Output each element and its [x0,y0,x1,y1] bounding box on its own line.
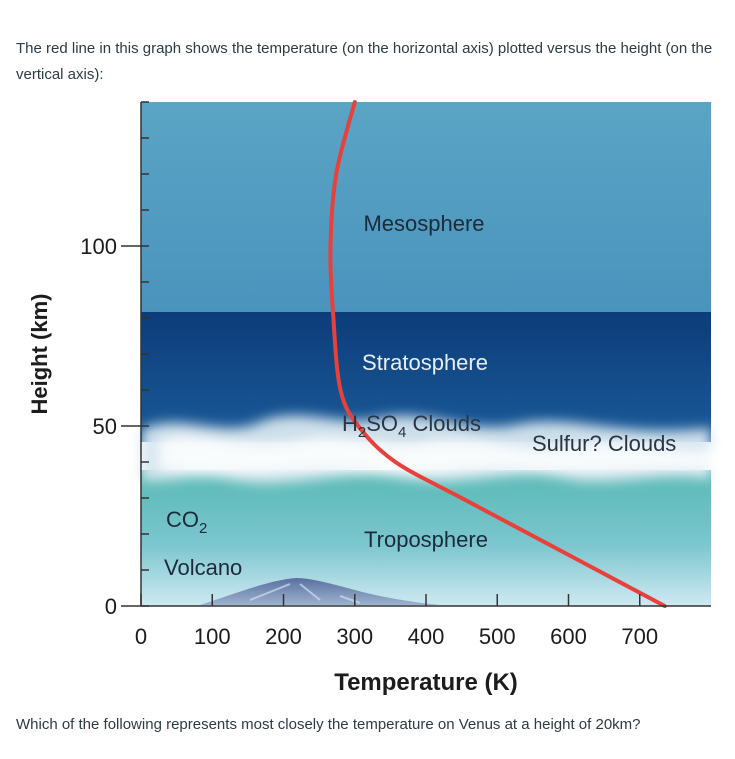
label-stratosphere: Stratosphere [362,350,488,375]
x-tick-label: 200 [265,624,302,649]
x-tick-label: 600 [550,624,587,649]
y-tick-label: 50 [93,414,117,439]
x-tick-label: 0 [135,624,147,649]
mesosphere-band [141,102,711,314]
y-axis-title: Height (km) [27,294,52,415]
x-axis-ticks: 0 100 200 300 400 500 600 700 [135,594,658,649]
y-tick-label: 100 [80,234,117,259]
label-mesosphere: Mesosphere [363,211,484,236]
x-tick-label: 300 [336,624,373,649]
y-tick-label: 0 [105,594,117,619]
x-tick-label: 700 [621,624,658,649]
y-axis-ticks: 0 50 100 [80,101,149,619]
label-troposphere: Troposphere [364,527,488,552]
volcano-shape [200,578,440,605]
label-h2so4-clouds: H2SO4 Clouds [342,411,481,441]
label-co2: CO2 [166,507,207,537]
temperature-line [328,100,667,608]
question-intro: The red line in this graph shows the tem… [16,40,713,83]
cloud-layer [141,415,711,484]
label-sulfur-clouds: Sulfur? Clouds [532,431,676,456]
x-axis-title: Temperature (K) [334,669,518,696]
label-volcano: Volcano [164,555,242,580]
x-tick-label: 500 [479,624,516,649]
x-tick-label: 400 [408,624,445,649]
question-prompt: Which of the following represents most c… [16,716,641,733]
troposphere-band [141,470,711,606]
volcano-streaks [249,583,361,604]
x-tick-label: 100 [194,624,231,649]
